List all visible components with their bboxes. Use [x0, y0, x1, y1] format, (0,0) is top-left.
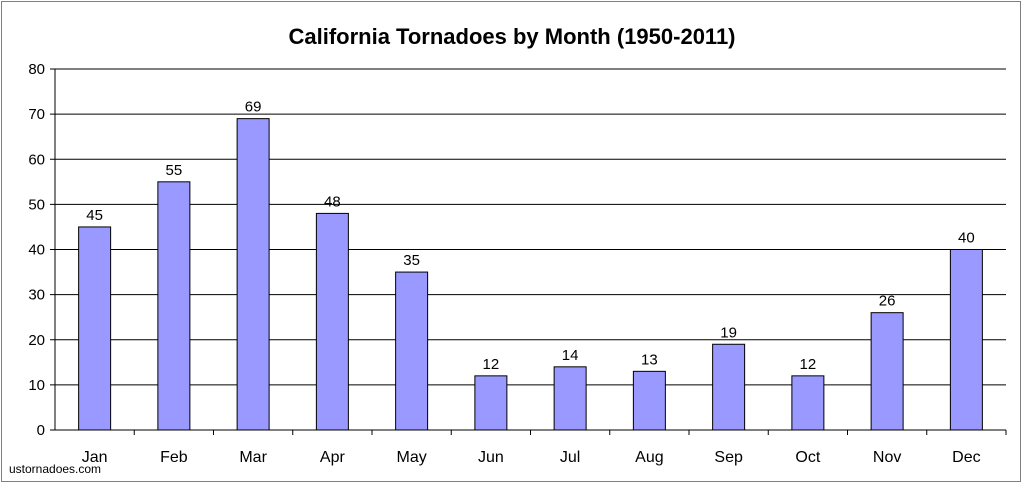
x-category-label: Jun [478, 449, 504, 466]
data-label: 40 [958, 230, 975, 247]
x-category-label: Jan [82, 449, 108, 466]
y-tick-label: 70 [28, 106, 45, 123]
bar-dec [949, 249, 983, 431]
bar-apr [315, 212, 349, 431]
x-category-label: Aug [635, 449, 663, 466]
y-tick-label: 40 [28, 242, 45, 259]
bar-feb [157, 181, 191, 431]
x-category-label: Jul [560, 449, 580, 466]
bar-jan [78, 226, 112, 431]
bar-oct [791, 375, 825, 431]
watermark: ustornadoes.com [9, 462, 102, 476]
y-tick-label: 60 [28, 151, 45, 168]
data-label: 12 [483, 356, 500, 373]
data-label: 12 [800, 356, 817, 373]
x-category-label: Dec [952, 449, 980, 466]
x-category-label: Nov [873, 449, 901, 466]
x-category-label: Sep [714, 449, 743, 466]
x-category-label: Oct [795, 449, 820, 466]
x-category-label: Mar [239, 449, 267, 466]
bar-sep [712, 343, 746, 431]
data-label: 14 [562, 347, 579, 364]
data-label: 35 [403, 252, 420, 269]
data-label: 69 [245, 99, 262, 116]
bar-aug [632, 370, 666, 431]
data-label: 26 [879, 293, 896, 310]
x-category-label: Feb [160, 449, 188, 466]
data-label: 13 [641, 351, 658, 368]
chart-title: California Tornadoes by Month (1950-2011… [288, 24, 736, 49]
data-label: 19 [720, 324, 737, 341]
data-label: 55 [166, 162, 183, 179]
data-label: 45 [86, 207, 103, 224]
y-tick-label: 20 [28, 332, 45, 349]
x-category-label: Apr [320, 449, 346, 466]
bar-jul [553, 366, 587, 431]
bar-may [395, 271, 429, 431]
data-label: 48 [324, 193, 341, 210]
y-tick-label: 30 [28, 287, 45, 304]
y-tick-label: 0 [37, 422, 45, 439]
y-tick-label: 50 [28, 196, 45, 213]
bar-jun [474, 375, 508, 431]
bar-nov [870, 312, 904, 431]
y-tick-label: 10 [28, 377, 45, 394]
x-category-label: May [397, 449, 427, 466]
bar-mar [236, 118, 270, 431]
y-tick-label: 80 [28, 61, 45, 78]
